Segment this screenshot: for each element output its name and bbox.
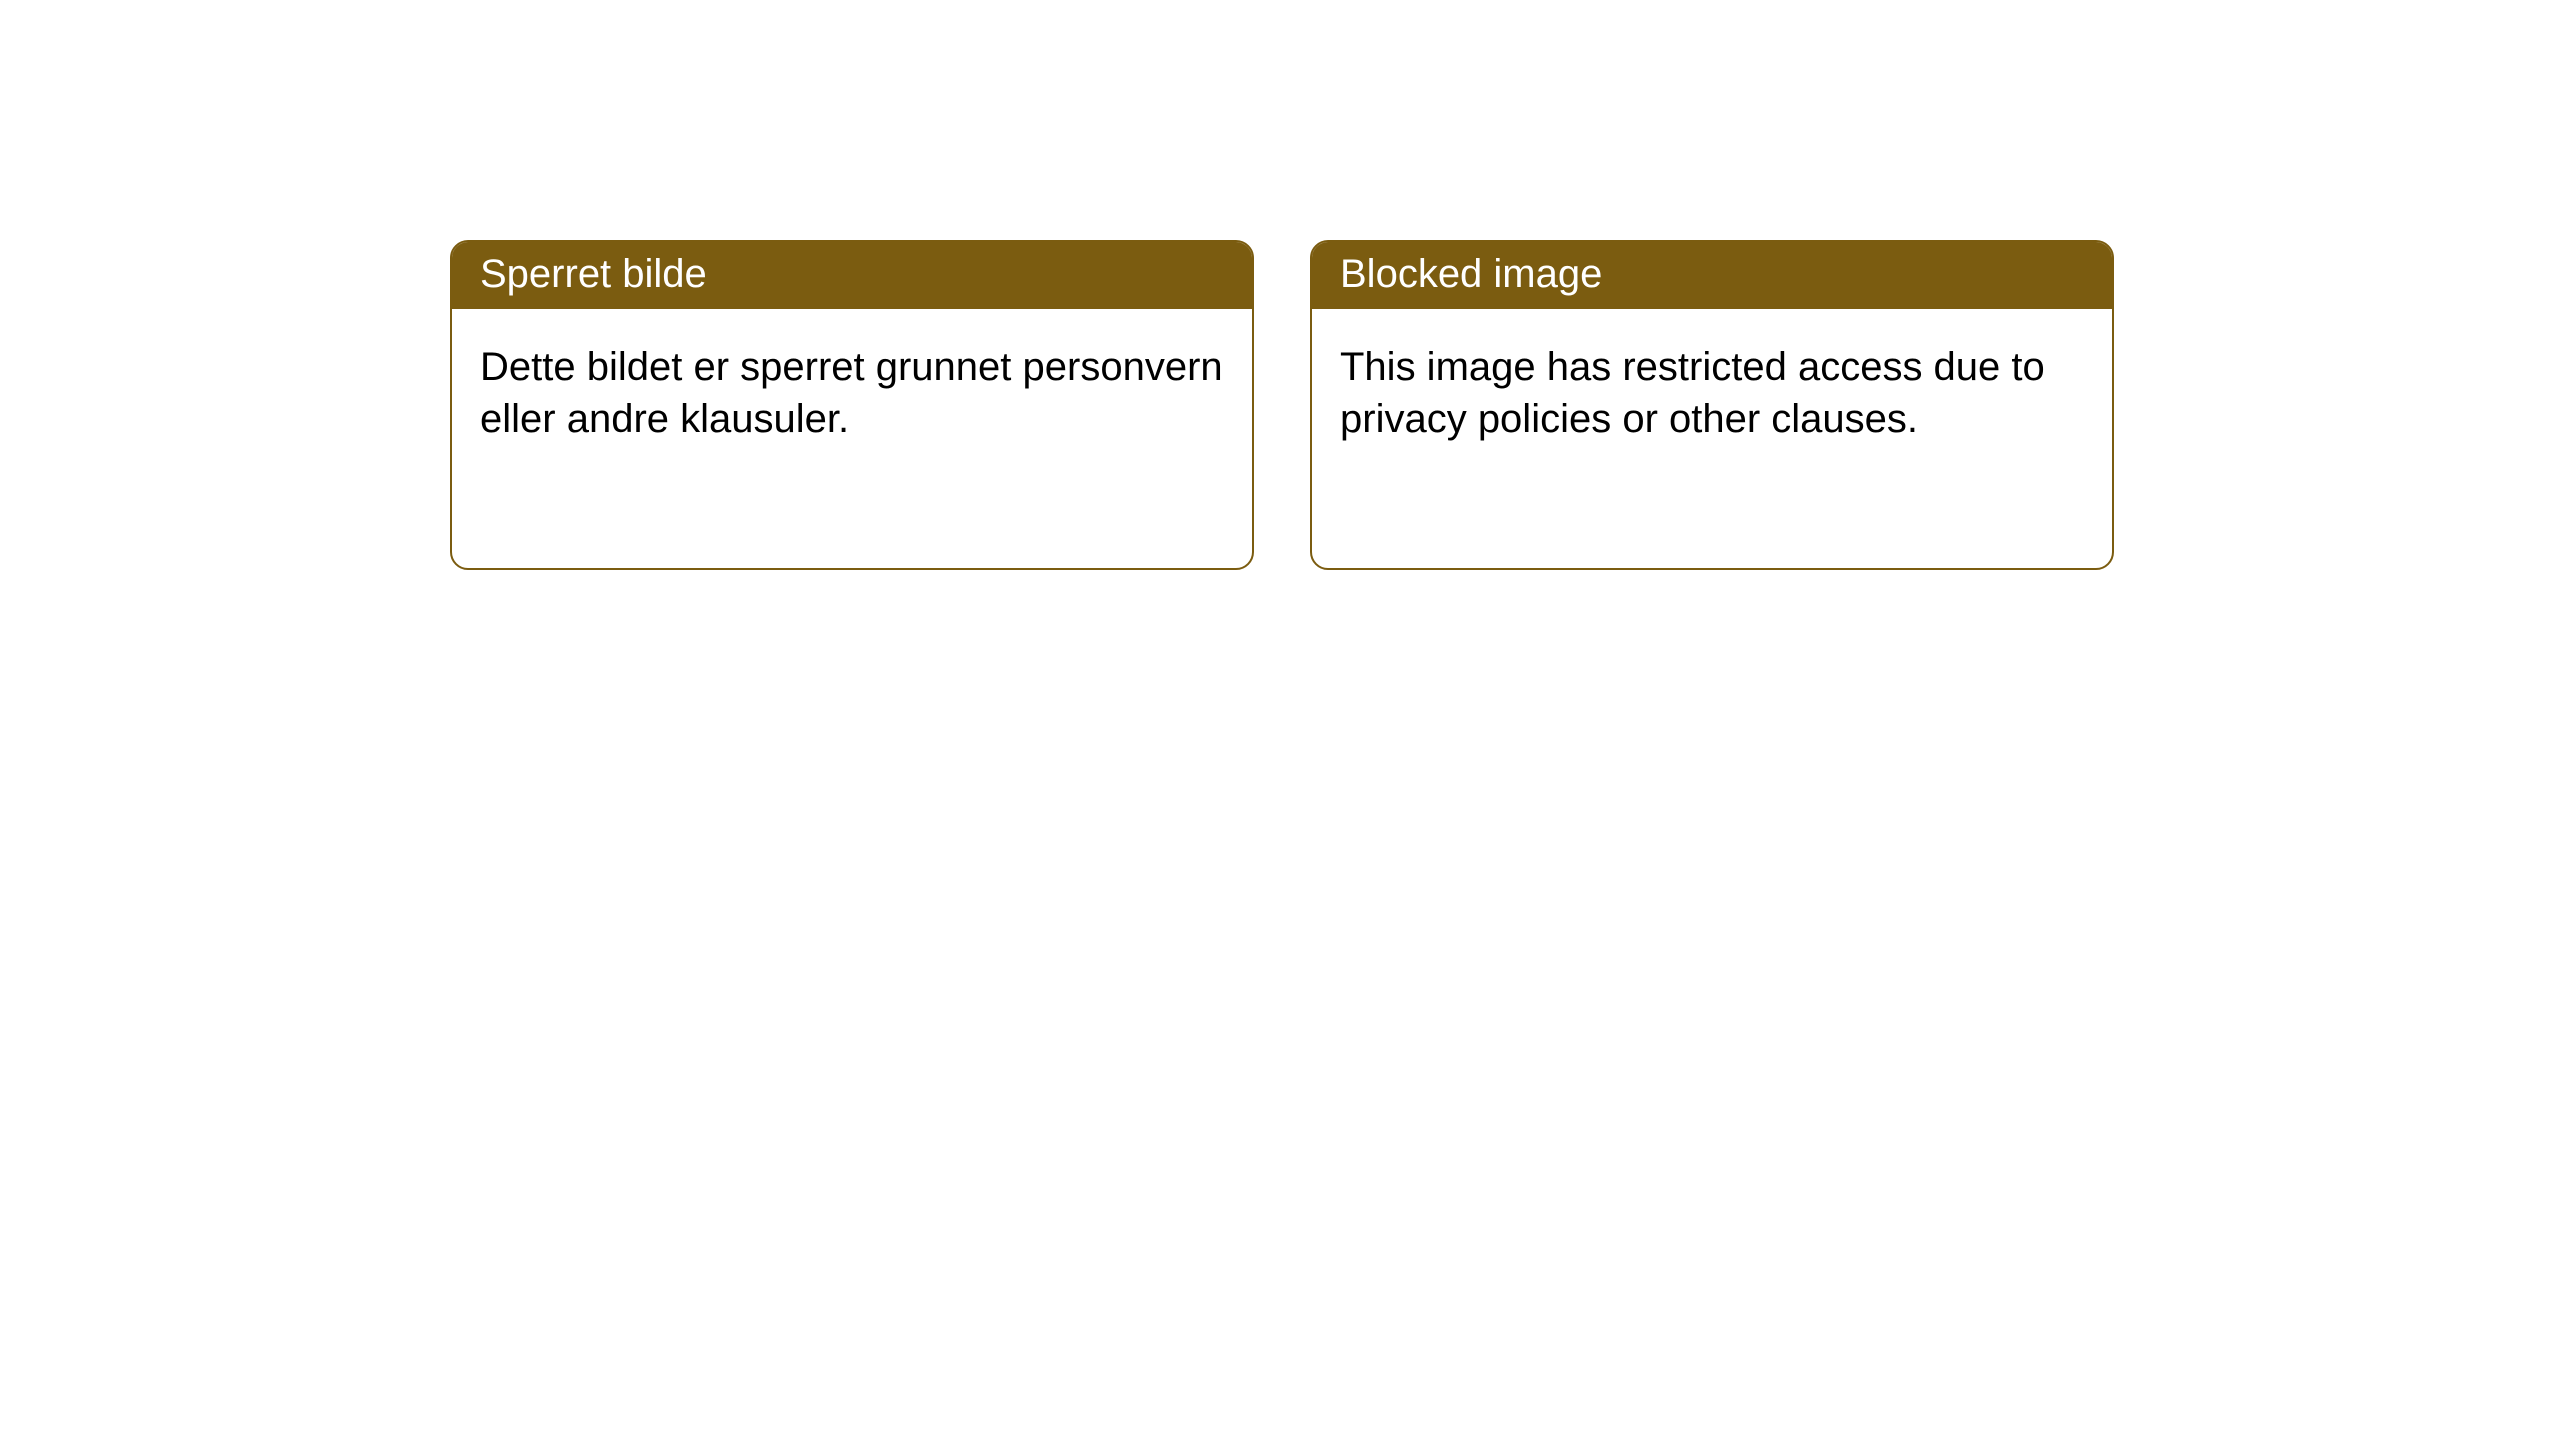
notice-card-norwegian: Sperret bilde Dette bildet er sperret gr…	[450, 240, 1254, 570]
notice-title: Blocked image	[1312, 242, 2112, 309]
notice-card-english: Blocked image This image has restricted …	[1310, 240, 2114, 570]
notice-title: Sperret bilde	[452, 242, 1252, 309]
notice-container: Sperret bilde Dette bildet er sperret gr…	[0, 0, 2560, 570]
notice-body: This image has restricted access due to …	[1312, 309, 2112, 477]
notice-body: Dette bildet er sperret grunnet personve…	[452, 309, 1252, 477]
